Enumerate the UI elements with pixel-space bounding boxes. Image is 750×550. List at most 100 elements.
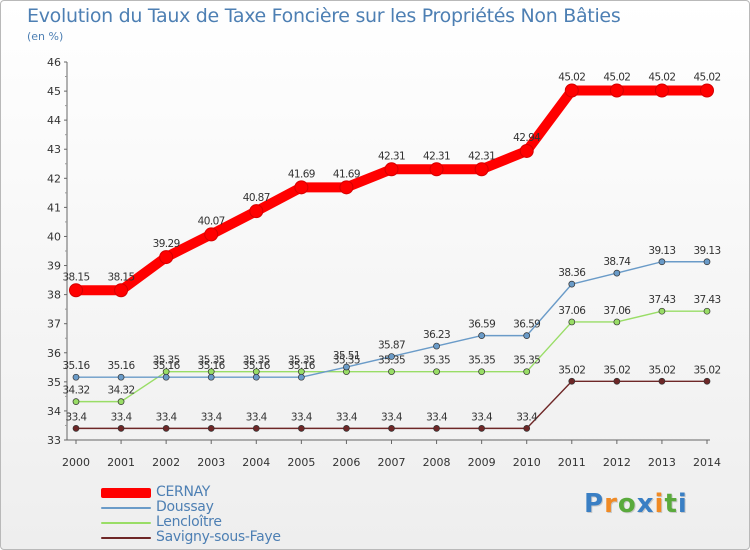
data-label-savigny-sous-faye: 35.02 <box>648 364 675 376</box>
data-point-savigny-sous-faye <box>568 377 576 385</box>
data-label-doussay: 35.51 <box>333 350 360 362</box>
data-label-cernay: 38.15 <box>62 271 89 283</box>
data-label-cernay: 38.15 <box>108 271 135 283</box>
data-label-cernay: 42.31 <box>423 150 450 162</box>
data-label-cernay: 45.02 <box>603 71 630 83</box>
x-tick-label: 2009 <box>468 456 496 469</box>
data-point-cernay <box>249 204 264 219</box>
data-label-lenclo-tre: 35.35 <box>468 355 495 367</box>
data-point-savigny-sous-faye <box>658 377 666 385</box>
data-label-cernay: 39.29 <box>153 238 180 250</box>
x-tick-label: 2010 <box>513 456 541 469</box>
data-label-savigny-sous-faye: 33.4 <box>111 411 133 423</box>
logo-letter: P <box>584 489 605 519</box>
x-tick-label: 2007 <box>378 456 406 469</box>
data-point-lenclo-tre <box>613 318 621 326</box>
data-point-savigny-sous-faye <box>433 425 440 432</box>
data-point-cernay <box>564 83 579 98</box>
data-point-lenclo-tre <box>523 368 531 376</box>
data-label-doussay: 35.16 <box>108 360 136 372</box>
data-point-cernay <box>114 283 129 298</box>
legend-swatch <box>101 537 151 539</box>
legend-swatch <box>101 488 151 498</box>
data-point-doussay <box>298 373 305 381</box>
data-point-lenclo-tre <box>703 307 711 315</box>
data-point-doussay <box>343 363 350 371</box>
x-tick-label: 2004 <box>242 456 270 469</box>
x-tick-label: 2012 <box>603 456 631 469</box>
data-label-lenclo-tre: 34.32 <box>62 385 89 397</box>
data-label-savigny-sous-faye: 35.02 <box>693 364 720 376</box>
y-tick-label: 41 <box>47 201 61 214</box>
data-point-savigny-sous-faye <box>478 425 485 432</box>
data-point-doussay <box>613 269 621 277</box>
data-point-savigny-sous-faye <box>252 425 260 432</box>
x-tick-label: 2003 <box>197 456 225 469</box>
data-label-cernay: 40.87 <box>243 192 270 204</box>
data-label-doussay: 39.13 <box>693 245 720 257</box>
data-point-doussay <box>658 258 666 266</box>
logo-letter: r <box>604 489 618 519</box>
y-tick-label: 36 <box>47 347 61 360</box>
y-tick-label: 33 <box>47 434 61 447</box>
data-label-doussay: 36.59 <box>513 319 540 331</box>
y-tick-label: 44 <box>47 114 61 127</box>
logo-letter: t <box>664 489 678 519</box>
data-label-doussay: 38.36 <box>558 267 586 279</box>
data-label-doussay: 39.13 <box>648 245 675 257</box>
data-label-savigny-sous-faye: 33.4 <box>66 411 88 423</box>
data-label-doussay: 35.16 <box>153 360 181 372</box>
data-point-lenclo-tre <box>433 368 440 376</box>
data-label-doussay: 35.16 <box>243 360 271 372</box>
logo-letter: i <box>677 489 688 519</box>
axis-layer: 33 34 35 36 37 38 39 40 41 42 43 44 45 46 2000 2001 2002… <box>47 56 721 469</box>
data-label-cernay: 45.02 <box>648 71 675 83</box>
data-point-lenclo-tre <box>568 318 576 326</box>
data-label-cernay: 42.94 <box>513 132 541 144</box>
y-tick-label: 37 <box>47 318 61 331</box>
data-label-cernay: 41.69 <box>288 168 315 180</box>
data-label-lenclo-tre: 35.35 <box>513 355 540 367</box>
data-point-cernay <box>609 83 624 98</box>
data-label-lenclo-tre: 35.35 <box>153 355 180 367</box>
data-point-cernay <box>204 227 219 242</box>
data-label-savigny-sous-faye: 33.4 <box>381 411 403 423</box>
proxiti-logo: Proxiti <box>584 489 688 519</box>
data-point-doussay <box>72 373 80 381</box>
y-tick-label: 40 <box>47 230 61 243</box>
data-label-doussay: 36.23 <box>423 329 450 341</box>
y-tick-label: 45 <box>47 85 61 98</box>
data-label-lenclo-tre: 37.06 <box>603 305 631 317</box>
x-tick-label: 2001 <box>107 456 135 469</box>
data-label-doussay: 38.74 <box>603 256 631 268</box>
data-label-savigny-sous-faye: 33.4 <box>336 411 358 423</box>
y-tick-label: 38 <box>47 289 61 302</box>
data-point-cernay <box>69 283 83 298</box>
y-axis-unit: (en %) <box>27 30 64 43</box>
data-point-savigny-sous-faye <box>613 377 621 385</box>
data-point-cernay <box>700 83 714 98</box>
data-point-cernay <box>654 83 669 98</box>
data-label-savigny-sous-faye: 33.4 <box>291 411 313 423</box>
data-label-cernay: 42.31 <box>468 150 495 162</box>
data-point-savigny-sous-faye <box>298 425 305 432</box>
logo-letter: o <box>617 489 637 519</box>
data-label-cernay: 45.02 <box>558 71 585 83</box>
data-label-cernay: 40.07 <box>198 215 225 227</box>
data-label-lenclo-tre: 35.35 <box>198 355 225 367</box>
data-label-savigny-sous-faye: 33.4 <box>156 411 178 423</box>
data-point-savigny-sous-faye <box>72 425 80 432</box>
data-label-cernay: 41.69 <box>333 168 360 180</box>
x-tick-label: 2013 <box>648 456 676 469</box>
data-point-lenclo-tre <box>658 307 666 315</box>
data-label-savigny-sous-faye: 33.4 <box>201 411 223 423</box>
data-label-lenclo-tre: 37.43 <box>648 294 675 306</box>
data-label-doussay: 35.16 <box>288 360 316 372</box>
legend-swatch <box>101 522 151 524</box>
data-point-doussay <box>523 332 531 339</box>
data-point-savigny-sous-faye <box>388 425 395 432</box>
data-label-lenclo-tre: 35.35 <box>333 355 360 367</box>
data-point-savigny-sous-faye <box>207 425 215 432</box>
data-label-savigny-sous-faye: 33.4 <box>471 411 493 423</box>
